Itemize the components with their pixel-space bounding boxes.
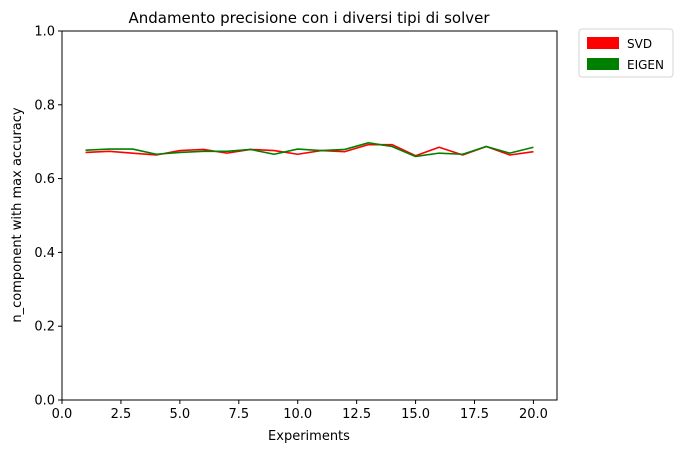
y-tick-label: 0.0 — [34, 394, 55, 409]
plot-lines — [85, 142, 534, 158]
y-tick-label: 1.0 — [34, 25, 55, 40]
series-line-eigen — [85, 142, 534, 158]
y-tick-label: 0.4 — [34, 246, 55, 261]
legend-swatch-eigen — [587, 58, 619, 70]
chart-title: Andamento precisione con i diversi tipi … — [128, 9, 490, 27]
legend: SVD EIGEN — [578, 28, 674, 78]
y-tick-label: 0.8 — [34, 98, 55, 113]
y-axis-ticks: 0.0 0.2 0.4 0.6 0.8 1.0 — [34, 25, 62, 409]
x-tick-label: 10.0 — [283, 407, 312, 422]
y-tick-label: 0.6 — [34, 172, 55, 187]
legend-swatch-svd — [587, 37, 619, 49]
x-tick-label: 20.0 — [519, 407, 548, 422]
x-tick-label: 5.0 — [170, 407, 191, 422]
x-axis-ticks: 0.0 2.5 5.0 7.5 10.0 12.5 15.0 17.5 20.0 — [52, 400, 548, 422]
x-tick-label: 12.5 — [342, 407, 371, 422]
y-axis-label: n_component with max accuracy — [10, 107, 25, 323]
legend-label-eigen: EIGEN — [627, 58, 664, 72]
x-axis-label: Experiments — [268, 429, 350, 444]
plot-frame — [61, 30, 558, 401]
legend-label-svd: SVD — [627, 37, 652, 51]
x-tick-label: 17.5 — [460, 407, 489, 422]
x-tick-label: 2.5 — [111, 407, 132, 422]
x-tick-label: 15.0 — [401, 407, 430, 422]
x-tick-label: 0.0 — [52, 407, 73, 422]
x-tick-label: 7.5 — [228, 407, 249, 422]
y-tick-label: 0.2 — [34, 320, 55, 335]
